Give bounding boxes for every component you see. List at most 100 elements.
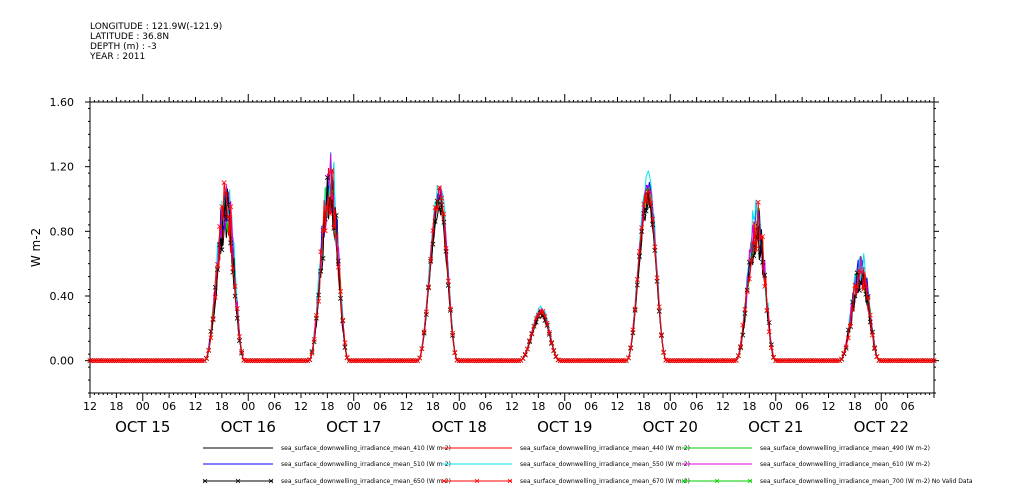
- series-marker: [208, 335, 214, 341]
- series-marker: [344, 355, 350, 361]
- series-marker: [819, 358, 825, 364]
- series-marker: [619, 358, 625, 364]
- series-marker: [707, 358, 713, 364]
- series-layer: [87, 151, 937, 364]
- x-hour-tick-label: 06: [690, 400, 704, 413]
- series-marker: [839, 356, 845, 362]
- series-marker: [230, 265, 236, 271]
- series-marker: [595, 358, 601, 364]
- series-marker: [533, 316, 539, 322]
- x-hour-tick-label: 00: [241, 400, 255, 413]
- series-marker: [553, 353, 559, 359]
- series-marker: [918, 358, 924, 364]
- series-marker: [650, 216, 656, 222]
- series-marker: [760, 234, 766, 240]
- series-marker: [294, 358, 300, 364]
- legend-label: sea_surface_downwelling_irradiance_mean_…: [281, 478, 451, 485]
- series-marker: [672, 358, 678, 364]
- series-marker: [109, 358, 115, 364]
- series-marker: [186, 358, 192, 364]
- series-marker: [329, 168, 335, 174]
- series-marker: [267, 358, 273, 364]
- series-marker: [105, 358, 111, 364]
- series-marker: [368, 358, 374, 364]
- series-marker: [540, 308, 546, 314]
- series-marker: [445, 278, 451, 284]
- series-marker: [735, 353, 741, 359]
- series-marker: [562, 358, 568, 364]
- legend-label: sea_surface_downwelling_irradiance_mean_…: [520, 478, 690, 485]
- x-hour-tick-label: 06: [373, 400, 387, 413]
- series-marker: [102, 358, 108, 364]
- series-marker: [531, 323, 537, 329]
- series-marker: [643, 199, 649, 205]
- series-marker: [612, 358, 618, 364]
- series-marker: [709, 358, 715, 364]
- series-marker: [753, 246, 759, 252]
- series-marker: [263, 358, 269, 364]
- series-marker: [678, 358, 684, 364]
- series-marker: [573, 358, 579, 364]
- latitude-label: LATITUDE : 36.8N: [90, 32, 170, 42]
- series-marker: [551, 347, 557, 353]
- series-marker: [920, 358, 926, 364]
- series-marker: [272, 358, 278, 364]
- series-marker: [324, 206, 330, 212]
- series-marker: [214, 261, 220, 267]
- series-marker: [296, 358, 302, 364]
- x-hour-tick-label: 06: [268, 400, 282, 413]
- series-marker: [883, 358, 889, 364]
- legend-marker: [235, 478, 241, 484]
- series-marker: [815, 358, 820, 364]
- series-marker: [582, 358, 588, 364]
- x-hour-tick-label: 06: [795, 400, 809, 413]
- series-marker: [680, 358, 686, 364]
- longitude-label: LONGITUDE : 121.9W(-121.9): [90, 22, 223, 32]
- series-marker: [500, 358, 506, 364]
- series-marker: [465, 358, 471, 364]
- series-marker: [713, 358, 719, 364]
- series-marker: [357, 358, 363, 364]
- series-marker: [628, 345, 634, 351]
- legend: sea_surface_downwelling_irradiance_mean_…: [202, 445, 973, 485]
- series-marker: [89, 358, 95, 364]
- series-marker: [850, 306, 856, 312]
- series-marker: [729, 358, 735, 364]
- series-marker: [447, 306, 453, 312]
- legend-label: sea_surface_downwelling_irradiance_mean_…: [760, 461, 930, 468]
- series-marker: [476, 358, 482, 364]
- series-marker: [388, 358, 394, 364]
- series-marker: [621, 358, 627, 364]
- x-day-label: OCT 18: [432, 418, 487, 436]
- x-hour-tick-label: 06: [162, 400, 176, 413]
- series-marker: [782, 358, 788, 364]
- series-marker: [331, 224, 337, 230]
- series-marker: [509, 358, 515, 364]
- series-marker: [905, 358, 911, 364]
- series-marker: [896, 358, 902, 364]
- metadata-block: LONGITUDE : 121.9W(-121.9) LATITUDE : 36…: [90, 22, 222, 62]
- series-marker: [812, 358, 818, 364]
- series-marker: [346, 358, 352, 364]
- series-marker: [902, 358, 908, 364]
- series-marker: [755, 224, 761, 230]
- series-marker: [254, 358, 260, 364]
- series-marker: [195, 358, 201, 364]
- series-marker: [318, 268, 324, 274]
- series-marker: [560, 358, 566, 364]
- series-marker: [566, 358, 572, 364]
- series-marker: [549, 340, 555, 345]
- series-marker: [597, 358, 603, 364]
- series-marker: [768, 345, 774, 351]
- x-hour-tick-label: 12: [294, 400, 308, 413]
- series-marker: [111, 358, 117, 364]
- series-marker: [423, 309, 429, 315]
- series-marker: [762, 283, 768, 289]
- series-marker: [601, 358, 607, 364]
- series-marker: [144, 358, 150, 364]
- series-marker: [738, 343, 744, 349]
- series-marker: [219, 204, 225, 210]
- series-marker: [720, 358, 726, 364]
- series-marker: [379, 358, 385, 364]
- series-marker: [140, 358, 146, 364]
